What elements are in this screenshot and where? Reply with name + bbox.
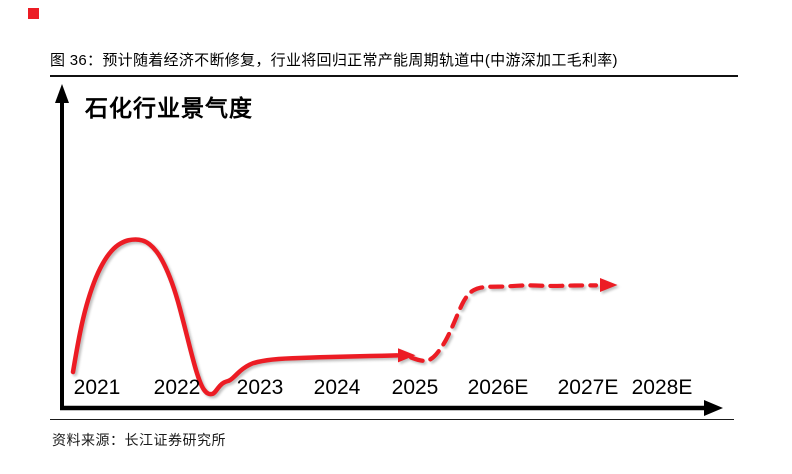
x-tick-label: 2026E: [467, 376, 529, 399]
x-tick-label: 2022: [153, 376, 201, 399]
x-tick-label: 2025: [391, 376, 439, 399]
page-corner-marker: [28, 8, 39, 19]
historical-curve-arrow-icon: [398, 348, 416, 363]
x-tick-label: 2021: [73, 376, 121, 399]
y-axis-arrow-icon: [55, 84, 69, 103]
x-tick-label: 2027E: [557, 376, 619, 399]
historical-curve-solid: [70, 237, 400, 397]
source-text: 资料来源：长江证券研究所: [52, 432, 226, 448]
y-axis-title: 石化行业景气度: [85, 95, 253, 121]
x-axis-arrow-icon: [704, 400, 723, 416]
forecast-curve-arrow-icon: [600, 278, 618, 292]
source-divider: [50, 419, 734, 420]
curve-layer: [70, 237, 618, 397]
figure-caption: 图 36：预计随着经济不断修复，行业将回归正常产能周期轨道中(中游深加工毛利率): [50, 52, 738, 77]
x-tick-label: 2024: [313, 376, 361, 399]
x-tick-label: 2023: [236, 376, 284, 399]
x-tick-label: 2028E: [631, 376, 693, 399]
forecast-curve-dashed: [408, 283, 599, 363]
